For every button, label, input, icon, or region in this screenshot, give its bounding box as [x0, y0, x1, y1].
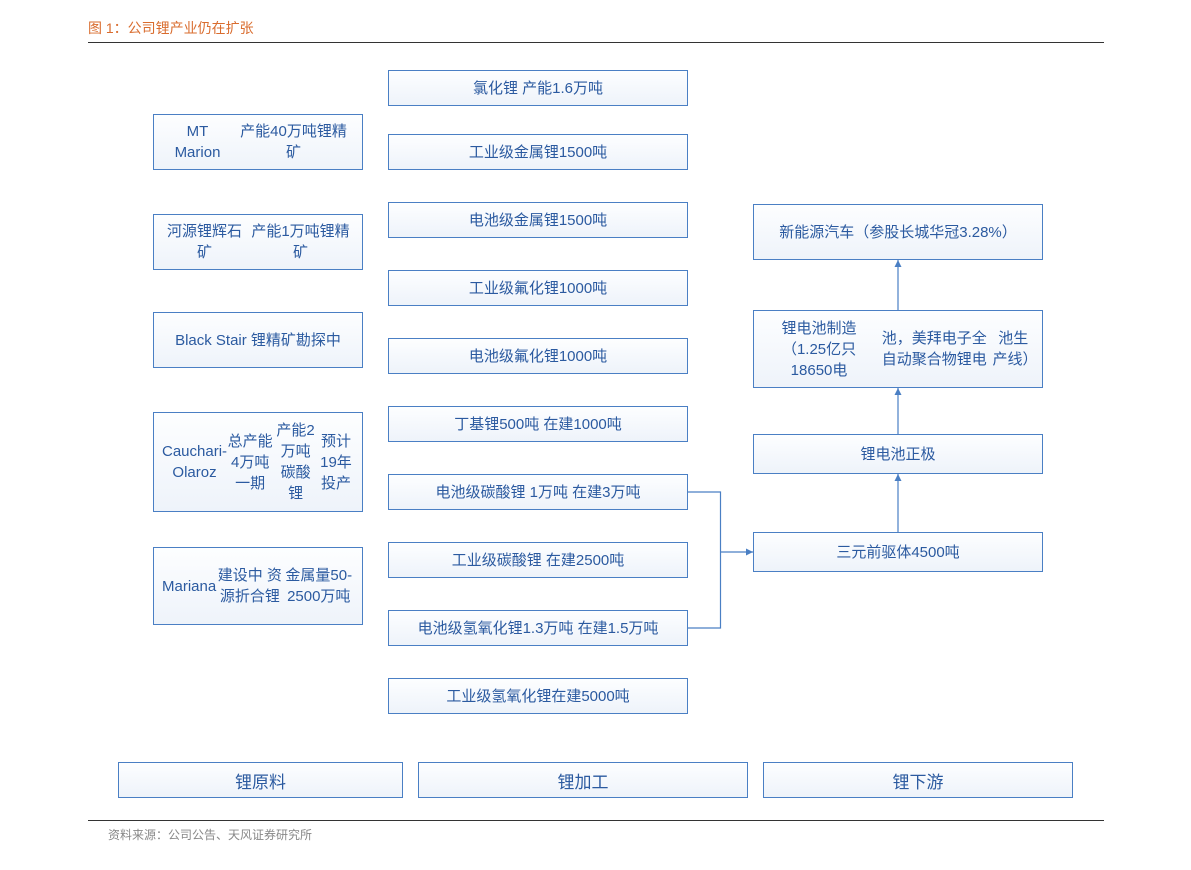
category-cat-proc: 锂加工 — [418, 762, 748, 798]
diagram-area: MT Marion产能40万吨锂精矿河源锂辉石矿产能1万吨锂精矿 Black St… — [88, 42, 1104, 820]
node-black-stair: Black Stair 锂精矿勘探中 — [153, 312, 363, 368]
node-ig-li2co3: 工业级碳酸锂 在建2500吨 — [388, 542, 688, 578]
node-butyl: 丁基锂500吨 在建1000吨 — [388, 406, 688, 442]
node-precursor: 三元前驱体4500吨 — [753, 532, 1043, 572]
node-ig-metal: 工业级金属锂1500吨 — [388, 134, 688, 170]
node-ig-lif: 工业级氟化锂1000吨 — [388, 270, 688, 306]
node-cauchari: Cauchari-Olaroz总产能4万吨 一期产能2万吨碳酸锂预计19年投产 — [153, 412, 363, 512]
category-cat-raw: 锂原料 — [118, 762, 403, 798]
node-heyuan: 河源锂辉石矿产能1万吨锂精矿 — [153, 214, 363, 270]
node-bg-lif: 电池级氟化锂1000吨 — [388, 338, 688, 374]
node-mt-marion: MT Marion产能40万吨锂精矿 — [153, 114, 363, 170]
figure-title: 图 1：公司锂产业仍在扩张 — [88, 18, 254, 38]
figure-source: 资料来源：公司公告、天风证券研究所 — [108, 826, 312, 843]
divider-bottom — [88, 820, 1104, 821]
node-bg-metal: 电池级金属锂1500吨 — [388, 202, 688, 238]
node-bg-li2co3: 电池级碳酸锂 1万吨 在建3万吨 — [388, 474, 688, 510]
category-cat-down: 锂下游 — [763, 762, 1073, 798]
node-battery: 锂电池制造（1.25亿只18650电池，美拜电子全自动聚合物锂电池生产线） — [753, 310, 1043, 388]
node-ig-lioh: 工业级氢氧化锂在建5000吨 — [388, 678, 688, 714]
node-mariana: Mariana建设中 资源折合锂金属量50-2500万吨 — [153, 547, 363, 625]
node-cathode: 锂电池正极 — [753, 434, 1043, 474]
node-nev: 新能源汽车（参股长城华冠3.28%） — [753, 204, 1043, 260]
node-bg-lioh: 电池级氢氧化锂1.3万吨 在建1.5万吨 — [388, 610, 688, 646]
node-licl: 氯化锂 产能1.6万吨 — [388, 70, 688, 106]
